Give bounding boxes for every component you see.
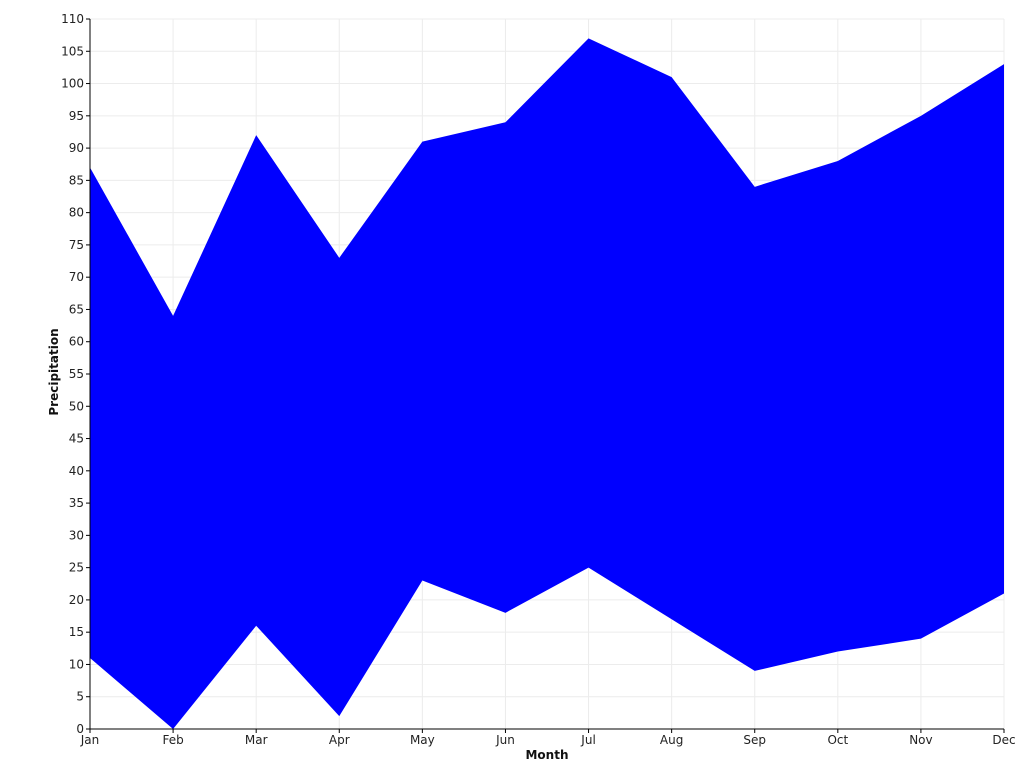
precipitation-range-area (90, 38, 1004, 729)
y-tick-label: 75 (69, 238, 84, 252)
y-tick-label: 95 (69, 109, 84, 123)
y-tick-label: 20 (69, 593, 84, 607)
y-tick-label: 5 (76, 690, 84, 704)
x-tick-label: Nov (909, 733, 932, 747)
y-axis-ticks: 0 5 10 15 20 25 30 35 40 45 50 55 60 65 70 75 80 85 90 95 10… (61, 12, 90, 736)
y-tick-label: 35 (69, 496, 84, 510)
plot-area (90, 38, 1004, 729)
y-tick-label: 0 (76, 722, 84, 736)
y-tick-label: 60 (69, 335, 84, 349)
x-tick-label: Mar (245, 733, 268, 747)
y-tick-label: 40 (69, 464, 84, 478)
x-axis-title: Month (525, 748, 568, 762)
x-tick-label: Oct (827, 733, 848, 747)
y-tick-label: 90 (69, 141, 84, 155)
y-tick-label: 15 (69, 625, 84, 639)
y-tick-label: 25 (69, 561, 84, 575)
x-tick-label: Sep (743, 733, 766, 747)
y-tick-label: 30 (69, 528, 84, 542)
x-axis-ticks: Jan Feb Mar Apr May Jun Jul Aug Sep Oct Nov Dec (80, 729, 1016, 747)
y-tick-label: 10 (69, 657, 84, 671)
y-tick-label: 55 (69, 367, 84, 381)
x-tick-label: Jan (80, 733, 100, 747)
x-tick-label: May (410, 733, 435, 747)
y-tick-label: 50 (69, 399, 84, 413)
y-tick-label: 65 (69, 302, 84, 316)
y-tick-label: 85 (69, 173, 84, 187)
y-tick-label: 100 (61, 77, 84, 91)
x-tick-label: Apr (329, 733, 350, 747)
y-tick-label: 105 (61, 44, 84, 58)
y-tick-label: 70 (69, 270, 84, 284)
y-tick-label: 110 (61, 12, 84, 26)
x-tick-label: Dec (992, 733, 1015, 747)
y-axis-title: Precipitation (47, 328, 61, 415)
y-tick-label: 45 (69, 432, 84, 446)
x-tick-label: Jun (495, 733, 515, 747)
y-tick-label: 80 (69, 206, 84, 220)
x-tick-label: Feb (162, 733, 183, 747)
x-tick-label: Jul (580, 733, 595, 747)
x-tick-label: Aug (660, 733, 683, 747)
